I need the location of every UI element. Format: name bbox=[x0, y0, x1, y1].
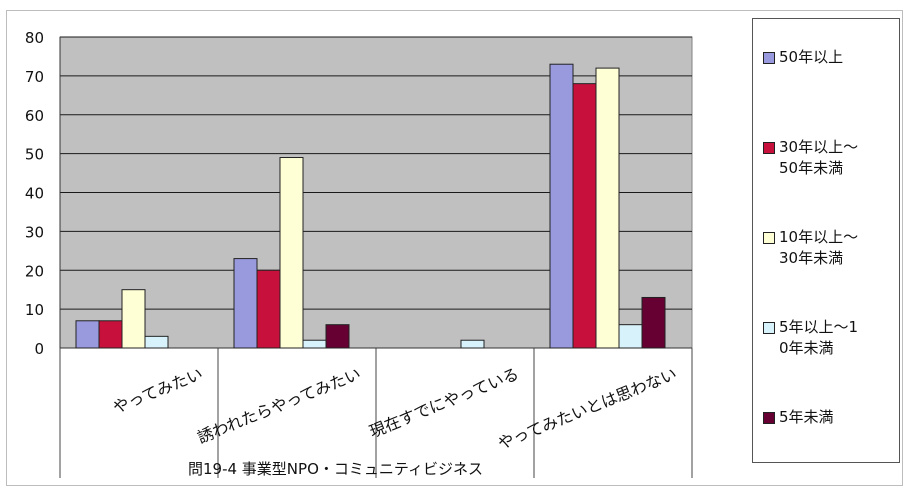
legend-label-series-5: 5年未満 bbox=[779, 408, 834, 426]
legend-item-series-1: 50年以上 bbox=[763, 47, 897, 68]
bar-5-cat-4 bbox=[641, 296, 666, 349]
bar-3-cat-2 bbox=[279, 157, 304, 349]
bar-2-cat-1 bbox=[98, 320, 123, 349]
bar-1-cat-1 bbox=[75, 320, 100, 349]
legend-item-series-3: 10年以上～ 30年未満 bbox=[763, 227, 897, 269]
x-category-label: やってみたいとは思わない bbox=[495, 364, 679, 453]
y-tick-label: 40 bbox=[25, 185, 44, 203]
legend-label-series-2: 30年以上～ 50年未満 bbox=[779, 138, 859, 177]
y-tick-label: 20 bbox=[25, 262, 44, 280]
x-category-label: やってみたい bbox=[110, 364, 205, 417]
bar-1-cat-4 bbox=[549, 63, 574, 349]
bar-4-cat-2 bbox=[302, 339, 327, 349]
legend-swatch-series-5 bbox=[763, 412, 775, 424]
y-tick-label: 30 bbox=[25, 223, 44, 241]
chart-caption: 問19-4 事業型NPO・コミュニティビジネス bbox=[188, 460, 483, 478]
bar-3-cat-1 bbox=[121, 289, 146, 349]
y-tick-label: 60 bbox=[25, 107, 44, 125]
legend-swatch-series-2 bbox=[763, 142, 775, 154]
bar-4-cat-4 bbox=[618, 324, 643, 349]
bar-4-cat-3 bbox=[460, 339, 485, 349]
legend-label-series-1: 50年以上 bbox=[779, 48, 844, 66]
bar-2-cat-4 bbox=[572, 83, 597, 349]
y-tick-label: 70 bbox=[25, 68, 44, 86]
legend-label-series-4: 5年以上～1 0年未満 bbox=[779, 318, 859, 357]
legend-item-series-5: 5年未満 bbox=[763, 407, 897, 428]
y-tick-label: 80 bbox=[25, 29, 44, 47]
bar-3-cat-4 bbox=[595, 67, 620, 349]
y-tick-label: 10 bbox=[25, 301, 44, 319]
bar-5-cat-2 bbox=[325, 324, 350, 349]
y-tick-label: 50 bbox=[25, 146, 44, 164]
bar-1-cat-2 bbox=[233, 258, 258, 349]
legend: 50年以上 30年以上～ 50年未満 10年以上～ 30年未満 5年以上～1 0… bbox=[752, 18, 900, 463]
legend-swatch-series-1 bbox=[763, 52, 775, 64]
legend-label-series-3: 10年以上～ 30年未満 bbox=[779, 228, 859, 267]
legend-item-series-2: 30年以上～ 50年未満 bbox=[763, 137, 897, 179]
legend-item-series-4: 5年以上～1 0年未満 bbox=[763, 317, 897, 359]
x-category-label: 誘われたらやってみたい bbox=[195, 364, 364, 447]
y-tick-label: 0 bbox=[34, 340, 44, 358]
legend-swatch-series-4 bbox=[763, 322, 775, 334]
legend-swatch-series-3 bbox=[763, 232, 775, 244]
x-category-label: 現在すでにやっている bbox=[367, 364, 522, 441]
bar-2-cat-2 bbox=[256, 269, 281, 349]
bar-4-cat-1 bbox=[144, 335, 169, 349]
